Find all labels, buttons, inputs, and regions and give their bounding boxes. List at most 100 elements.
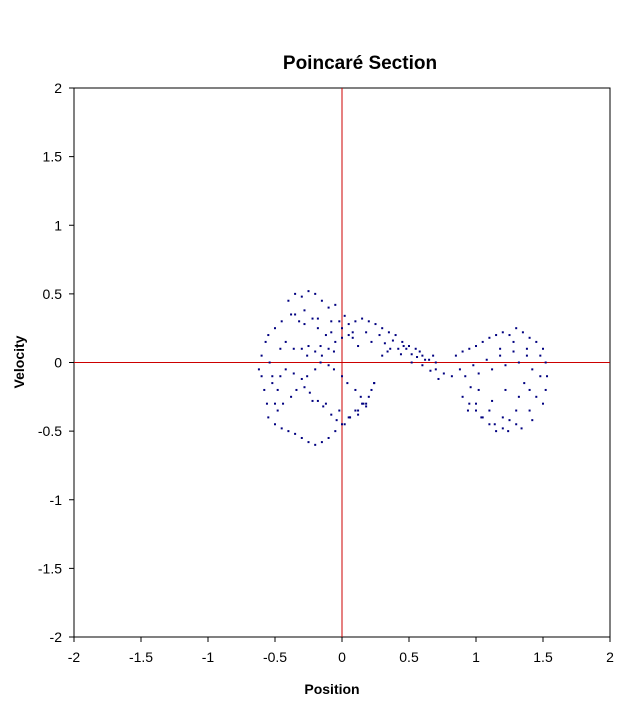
scatter-point (341, 375, 343, 378)
scatter-point (454, 354, 457, 357)
scatter-point (365, 331, 368, 334)
scatter-point (267, 334, 270, 337)
scatter-point (294, 292, 297, 295)
scatter-point (394, 334, 397, 337)
scatter-point (472, 364, 475, 367)
y-tick-label: 0.5 (43, 286, 63, 302)
scatter-point (428, 358, 431, 361)
scatter-point (284, 340, 287, 343)
scatter-point (495, 334, 498, 337)
scatter-point (287, 430, 290, 433)
scatter-point (381, 354, 384, 357)
scatter-point (316, 327, 319, 330)
scatter-point (485, 358, 488, 361)
scatter-point (410, 361, 413, 364)
y-tick-label: -1.5 (38, 560, 62, 576)
scatter-point (539, 375, 542, 378)
scatter-point (300, 347, 303, 350)
x-tick-label: -1 (202, 649, 215, 665)
scatter-point (327, 364, 330, 367)
scatter-point (343, 423, 346, 426)
scatter-point (512, 340, 515, 343)
scatter-point (468, 402, 471, 405)
scatter-point (365, 402, 368, 405)
scatter-point (461, 350, 464, 353)
scatter-point (389, 347, 392, 350)
scatter-point (320, 299, 323, 302)
scatter-point (381, 327, 384, 330)
scatter-point (267, 416, 270, 419)
scatter-point (546, 375, 549, 378)
scatter-point (292, 372, 295, 375)
scatter-point (280, 320, 283, 323)
scatter-point (414, 347, 417, 350)
scatter-point (528, 336, 531, 339)
scatter-point (387, 331, 390, 334)
scatter-point (274, 402, 276, 405)
scatter-point (341, 423, 343, 426)
scatter-point (298, 320, 301, 323)
scatter-point (357, 409, 360, 412)
scatter-point (410, 353, 413, 356)
scatter-point (357, 413, 360, 416)
scatter-point (306, 354, 309, 357)
scatter-point (512, 350, 515, 353)
scatter-point (499, 354, 502, 357)
scatter-point (330, 320, 333, 323)
scatter-point (517, 395, 520, 398)
scatter-point (361, 402, 364, 405)
scatter-point (488, 423, 491, 426)
x-axis-ticks: -2 -1.5 -1 -0.5 0 0.5 1 1.5 2 (68, 637, 614, 665)
scatter-point (343, 314, 346, 317)
scatter-point (359, 395, 362, 398)
scatter-point (477, 388, 480, 391)
scatter-point (402, 345, 405, 348)
scatter-point (475, 345, 477, 348)
scatter-point (517, 361, 520, 364)
scatter-point (488, 336, 491, 339)
scatter-point (290, 313, 293, 316)
scatter-point (332, 368, 335, 371)
scatter-point (264, 340, 267, 343)
scatter-point (322, 405, 325, 408)
scatter-point (481, 416, 484, 419)
scatter-point (523, 382, 526, 385)
scatter-point (429, 369, 432, 372)
scatter-point (535, 395, 538, 398)
scatter-point (295, 388, 298, 391)
scatter-point (257, 368, 260, 371)
scatter-point (347, 323, 350, 326)
scatter-point (260, 354, 263, 357)
x-tick-label: -0.5 (263, 649, 287, 665)
scatter-point (408, 345, 410, 348)
scatter-point (284, 368, 287, 371)
scatter-point (338, 320, 341, 323)
scatter-point (341, 336, 343, 339)
scatter-point (491, 399, 494, 402)
scatter-point (274, 423, 276, 426)
scatter-point (535, 340, 538, 343)
scatter-point (314, 350, 317, 353)
chart-title: Poincaré Section (283, 53, 437, 74)
y-tick-label: 1.5 (43, 149, 63, 165)
scatter-point (354, 388, 357, 391)
scatter-point (401, 340, 404, 343)
scatter-point (354, 320, 357, 323)
scatter-point (324, 402, 327, 405)
scatter-point (332, 350, 335, 353)
scatter-point (276, 388, 279, 391)
scatter-point (307, 290, 310, 293)
scatter-point (488, 409, 491, 412)
scatter-point (347, 334, 350, 337)
scatter-point (334, 303, 337, 306)
scatter-point (294, 313, 297, 316)
scatter-point (531, 368, 534, 371)
scatter-point (504, 364, 507, 367)
scatter-point (475, 409, 477, 412)
scatter-point (458, 368, 461, 371)
scatter-point (491, 368, 494, 371)
scatter-point (434, 361, 437, 364)
scatter-point (320, 354, 323, 357)
scatter-point (508, 334, 511, 337)
scatter-point (335, 419, 338, 422)
